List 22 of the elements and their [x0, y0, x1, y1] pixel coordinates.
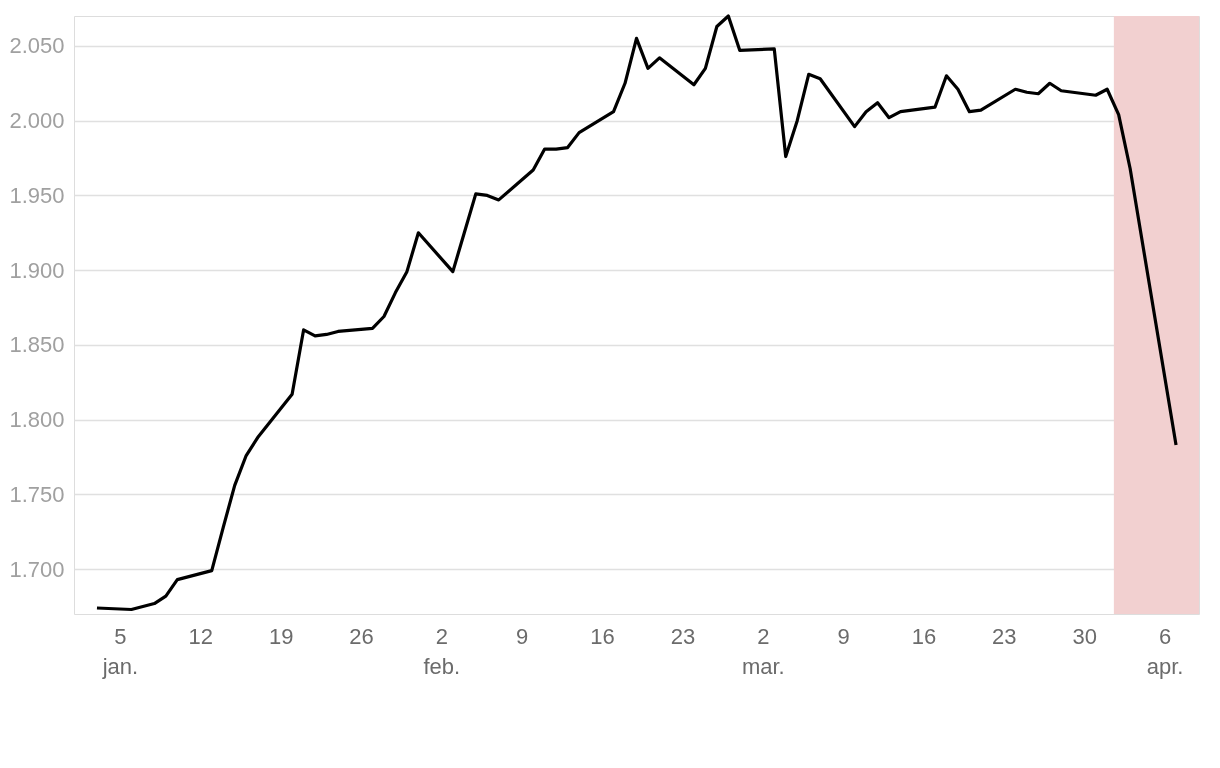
y-tick-label: 1.750: [9, 481, 65, 507]
x-tick-label: 2 mar.: [741, 623, 785, 679]
y-tick-label: 1.800: [9, 407, 65, 433]
x-tick-label: 26: [349, 623, 374, 649]
x-tick-label: 12: [188, 623, 214, 649]
x-tick-label: 30: [1072, 623, 1097, 649]
y-tick-label: 1.850: [9, 332, 65, 358]
x-tick-label: 23: [992, 623, 1017, 649]
y-tick-label: 1.700: [9, 556, 65, 582]
x-tick-label: 19: [268, 623, 294, 649]
y-tick-label: 1.950: [9, 182, 65, 208]
x-tick-label: 23: [670, 623, 696, 649]
x-tick-label: 9: [516, 623, 529, 649]
x-tick-label: 16: [911, 623, 937, 649]
x-tick-label: 5 jan.: [101, 623, 139, 679]
x-tick-label: 16: [590, 623, 615, 649]
y-tick-label: 2.000: [9, 108, 65, 134]
y-tick-label: 1.900: [9, 257, 65, 283]
x-tick-label: 6 apr.: [1146, 623, 1184, 679]
y-tick-label: 2.050: [9, 33, 65, 59]
x-tick-label: 2 feb.: [423, 623, 461, 679]
x-tick-label: 9: [837, 623, 850, 649]
